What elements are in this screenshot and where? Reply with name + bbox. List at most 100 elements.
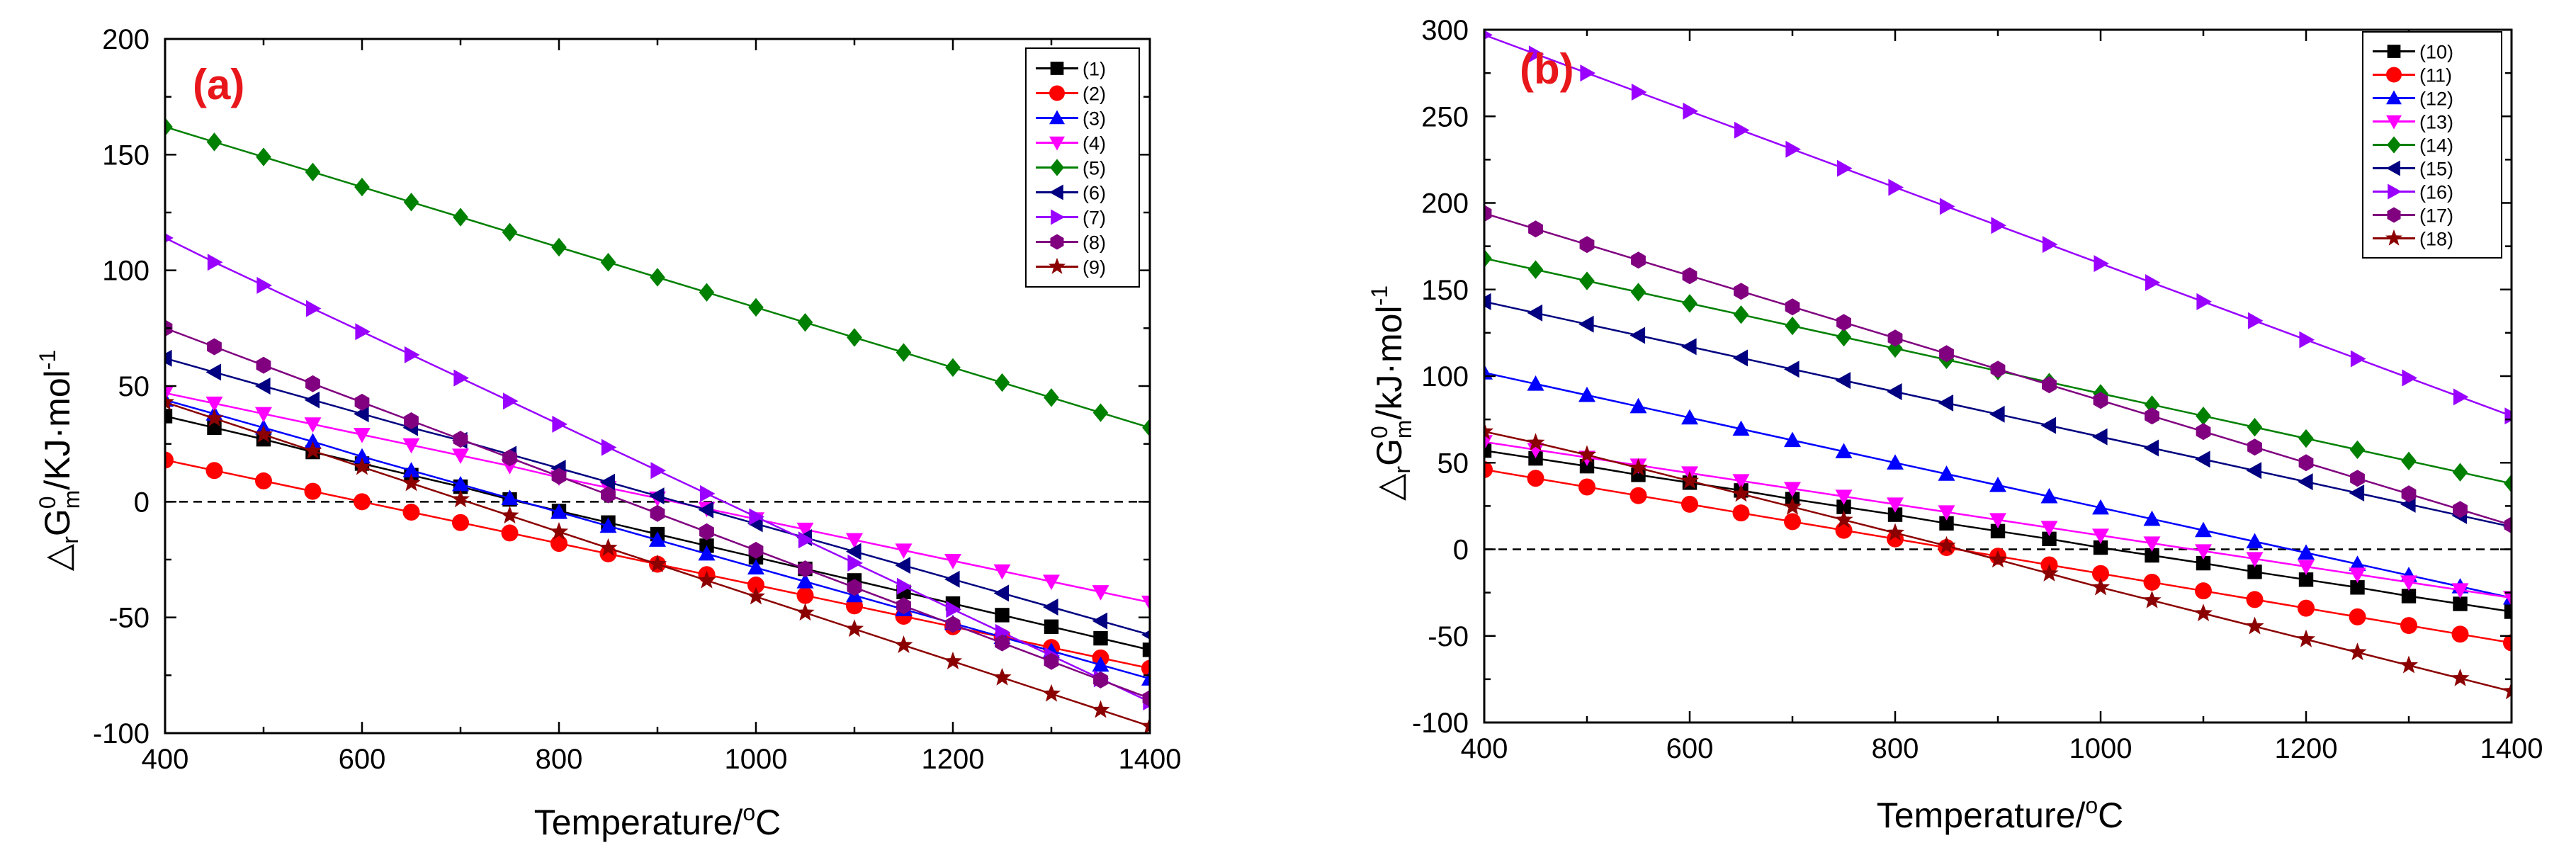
data-point <box>1785 316 1800 336</box>
data-point <box>256 356 271 374</box>
data-point <box>1044 619 1059 634</box>
data-point <box>2504 604 2512 619</box>
data-point <box>946 601 961 618</box>
data-point <box>1836 159 1853 177</box>
y-axis-title-b: △rG0m/kJ·mol-1 <box>1367 285 1416 501</box>
data-point <box>1835 443 1853 458</box>
data-point <box>798 531 814 549</box>
data-point <box>2145 407 2159 425</box>
data-point <box>1885 523 1905 541</box>
data-point <box>354 493 371 511</box>
legend-label: (1) <box>1083 59 1106 80</box>
data-point <box>2349 608 2366 625</box>
data-point <box>2247 565 2262 579</box>
legend-marker <box>1049 136 1065 151</box>
data-point <box>2298 560 2315 575</box>
series-b-1 <box>1484 443 2512 619</box>
data-point <box>1629 458 1648 476</box>
data-point <box>1989 513 2006 528</box>
legend-b: (10)(11) (12)(13)(14)(15)(16)(17)(18) <box>2362 31 2502 259</box>
data-point <box>1484 421 1494 440</box>
data-point <box>205 462 223 480</box>
data-point <box>1990 523 2006 539</box>
data-point <box>402 462 420 477</box>
data-point <box>1629 397 1647 414</box>
data-point <box>1683 102 1698 120</box>
legend-item: (9) <box>1036 257 1106 278</box>
data-point <box>650 462 666 480</box>
data-point <box>2350 350 2366 368</box>
data-point <box>1784 361 1800 378</box>
data-point <box>452 448 469 464</box>
data-point <box>2400 617 2417 635</box>
data-point <box>1682 267 1697 285</box>
legend-marker <box>1049 184 1063 200</box>
data-point <box>2092 499 2109 515</box>
y-axis-a: -100 -50 0 50 100 150 200 <box>93 24 1150 749</box>
data-point <box>2196 423 2211 441</box>
data-point <box>1939 345 1954 363</box>
data-point <box>2042 531 2057 547</box>
x-tick-label-b: 800 <box>1872 733 1919 764</box>
data-point <box>165 409 173 424</box>
data-point <box>697 570 716 589</box>
data-point <box>1734 121 1750 139</box>
data-point <box>944 570 960 588</box>
data-point <box>945 358 961 378</box>
legend-label: (13) <box>2419 112 2453 133</box>
data-point <box>354 405 369 423</box>
chart-panel-a: 400 600 800 1000 1200 1400 -100 -50 0 50 100 150 20… <box>35 24 1181 842</box>
data-point <box>993 667 1012 686</box>
data-point <box>797 312 813 332</box>
data-point <box>1989 477 2006 492</box>
data-point <box>165 386 174 402</box>
data-point <box>2143 573 2161 591</box>
legend-marker <box>1050 159 1064 176</box>
data-point <box>2504 474 2512 493</box>
data-point <box>2349 567 2366 583</box>
legend-marker <box>2385 229 2402 246</box>
data-point <box>749 508 764 526</box>
data-point <box>2040 563 2059 582</box>
data-point <box>402 473 421 492</box>
data-point <box>650 268 665 287</box>
y-tick-label-a: 100 <box>102 256 149 287</box>
legend-item: (7) <box>1036 208 1106 229</box>
data-point <box>2247 312 2264 329</box>
data-point <box>1580 64 1595 82</box>
data-point <box>1681 338 1697 356</box>
data-point <box>205 396 223 412</box>
y-tick-label-a: 0 <box>134 487 149 518</box>
legend-marker <box>1049 85 1065 101</box>
data-point <box>995 608 1010 623</box>
data-point <box>2399 655 2419 674</box>
data-point <box>2298 473 2313 491</box>
data-point <box>895 557 911 574</box>
legend-item: (3) <box>1036 108 1106 130</box>
data-point <box>1484 205 1492 222</box>
data-point <box>2400 575 2417 591</box>
data-point <box>2451 625 2469 643</box>
data-point <box>2091 577 2111 596</box>
data-point <box>2246 591 2264 608</box>
data-point <box>2451 668 2470 686</box>
data-point <box>1484 435 1493 450</box>
series-b-4 <box>1484 435 2512 606</box>
legend-marker <box>1051 209 1065 225</box>
data-point <box>699 484 716 502</box>
data-point <box>1938 394 1954 412</box>
series-a-8 <box>165 319 1150 707</box>
data-point <box>2247 417 2263 437</box>
data-point <box>2299 331 2315 348</box>
data-point <box>1732 349 1749 367</box>
data-point <box>1043 574 1060 591</box>
legend-label: (15) <box>2419 159 2453 180</box>
data-point <box>1629 487 1647 504</box>
data-point <box>206 132 222 152</box>
data-point <box>1528 45 1544 63</box>
data-point <box>1528 450 1543 466</box>
legend-item: (11) <box>2373 65 2452 86</box>
legend-label: (11) <box>2419 65 2452 86</box>
data-point <box>1834 510 1853 528</box>
data-point <box>1578 315 1594 333</box>
